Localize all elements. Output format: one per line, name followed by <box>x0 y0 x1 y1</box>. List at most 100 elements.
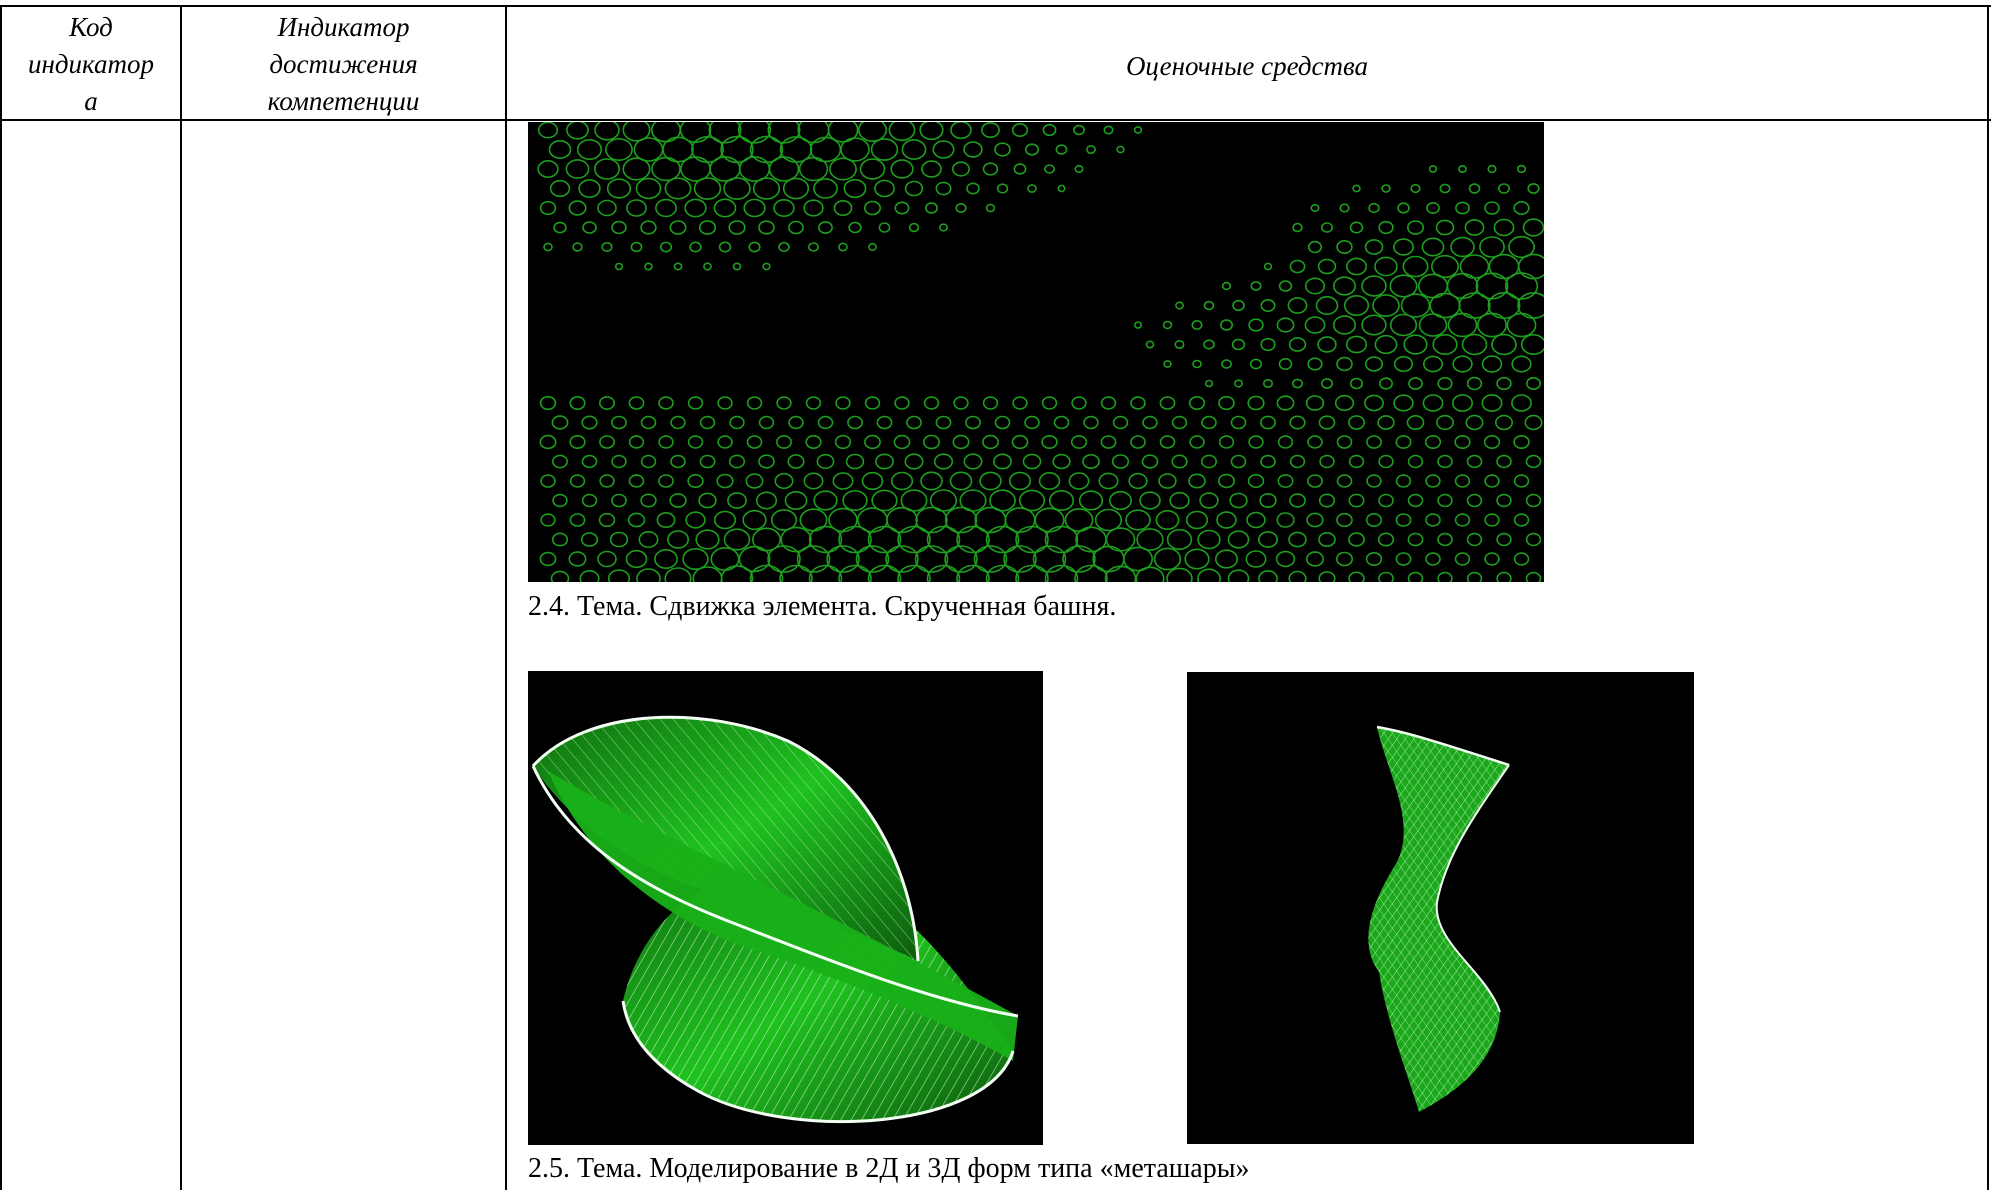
grid-ellipse <box>718 241 732 253</box>
grid-ellipse <box>1188 473 1206 489</box>
grid-ellipse <box>1439 183 1451 194</box>
grid-ellipse <box>658 435 674 449</box>
grid-ellipse <box>1307 240 1323 254</box>
grid-ellipse <box>1307 435 1323 449</box>
grid-ellipse <box>813 490 838 511</box>
grid-ellipse <box>1525 532 1542 547</box>
grid-ellipse <box>1032 545 1067 573</box>
grid-ellipse <box>813 178 838 199</box>
grid-ellipse <box>1389 313 1418 337</box>
grid-ellipse <box>1024 143 1039 156</box>
grid-ellipse <box>787 454 805 469</box>
grid-ellipse <box>552 493 568 508</box>
grid-ellipse <box>1288 570 1307 582</box>
grid-ellipse <box>965 415 981 430</box>
grid-ellipse <box>779 564 813 582</box>
grid-ellipse <box>938 223 948 232</box>
grid-ellipse <box>1245 550 1267 568</box>
grid-ellipse <box>1289 454 1306 469</box>
grid-ellipse <box>816 453 835 470</box>
grid-ellipse <box>1082 453 1100 469</box>
grid-ellipse <box>1334 394 1355 412</box>
grid-ellipse <box>728 454 746 469</box>
grid-ellipse <box>782 177 810 200</box>
grid-ellipse <box>890 159 914 179</box>
grid-ellipse <box>1361 314 1387 336</box>
grid-ellipse <box>1348 532 1365 547</box>
grid-ellipse <box>1497 183 1510 194</box>
grid-ellipse <box>1305 395 1325 411</box>
grid-ellipse <box>950 122 972 140</box>
grid-ellipse <box>974 506 1007 534</box>
grid-ellipse <box>611 454 627 469</box>
grid-ellipse <box>550 570 570 582</box>
grid-ellipse <box>1361 275 1387 297</box>
grid-ellipse <box>723 177 751 200</box>
grid-ellipse <box>1475 272 1509 300</box>
grid-ellipse <box>953 396 969 410</box>
grid-ellipse <box>1013 163 1027 175</box>
grid-ellipse <box>630 241 643 253</box>
grid-ellipse <box>888 122 916 142</box>
column-divider-2 <box>505 5 507 1190</box>
grid-ellipse <box>1159 396 1176 410</box>
grid-ellipse <box>659 241 673 253</box>
grid-ellipse <box>768 156 800 182</box>
grid-ellipse <box>1366 474 1382 488</box>
grid-ellipse <box>944 506 978 534</box>
grid-ellipse <box>708 122 742 144</box>
grid-ellipse <box>848 221 862 234</box>
grid-ellipse <box>1203 300 1215 311</box>
grid-ellipse <box>599 474 615 488</box>
grid-ellipse <box>834 434 852 450</box>
grid-ellipse <box>1345 257 1367 276</box>
grid-ellipse <box>864 396 881 410</box>
grid-ellipse <box>985 564 1020 582</box>
grid-ellipse <box>1522 218 1544 237</box>
grid-ellipse <box>1169 491 1190 510</box>
grid-ellipse <box>1318 415 1336 430</box>
grid-ellipse <box>1422 355 1443 373</box>
grid-ellipse <box>1377 415 1395 430</box>
grid-ellipse <box>1145 340 1155 349</box>
grid-ellipse <box>1352 184 1361 193</box>
grid-ellipse <box>900 489 928 512</box>
grid-ellipse <box>752 177 781 200</box>
grid-ellipse <box>728 220 746 235</box>
grid-ellipse <box>1317 336 1337 353</box>
grid-ellipse <box>670 415 686 430</box>
grid-ellipse <box>687 473 704 488</box>
grid-ellipse <box>658 396 674 410</box>
grid-ellipse <box>1425 474 1441 488</box>
grid-ellipse <box>539 551 557 567</box>
grid-ellipse <box>858 122 887 142</box>
grid-ellipse <box>1447 312 1478 338</box>
grid-ellipse <box>1130 435 1146 449</box>
header-code-line-1: Код <box>69 12 113 42</box>
grid-ellipse <box>568 551 587 567</box>
grid-ellipse <box>1481 355 1503 373</box>
grid-ellipse <box>1454 434 1471 449</box>
grid-ellipse <box>1038 471 1061 490</box>
header-indicator-line-3: компетенции <box>267 86 420 116</box>
grid-ellipse <box>1216 511 1237 529</box>
grid-ellipse <box>838 525 872 554</box>
grid-ellipse <box>835 396 851 410</box>
grid-ellipse <box>566 122 589 140</box>
grid-ellipse <box>540 474 556 488</box>
grid-ellipse <box>1368 202 1380 214</box>
grid-ellipse <box>1364 394 1384 412</box>
grid-ellipse <box>698 492 717 509</box>
grid-ellipse <box>994 142 1011 157</box>
grid-ellipse <box>1484 201 1500 215</box>
grid-ellipse <box>628 435 645 449</box>
grid-ellipse <box>738 545 771 573</box>
header-indicator-line-1: Индикатор <box>277 12 410 42</box>
grid-ellipse <box>599 435 615 449</box>
twisted-shell-svg <box>531 715 1019 1124</box>
grid-ellipse <box>1319 454 1335 469</box>
grid-ellipse <box>626 199 647 217</box>
grid-ellipse <box>1389 274 1418 298</box>
grid-ellipse <box>1317 258 1337 275</box>
grid-ellipse <box>655 198 677 218</box>
